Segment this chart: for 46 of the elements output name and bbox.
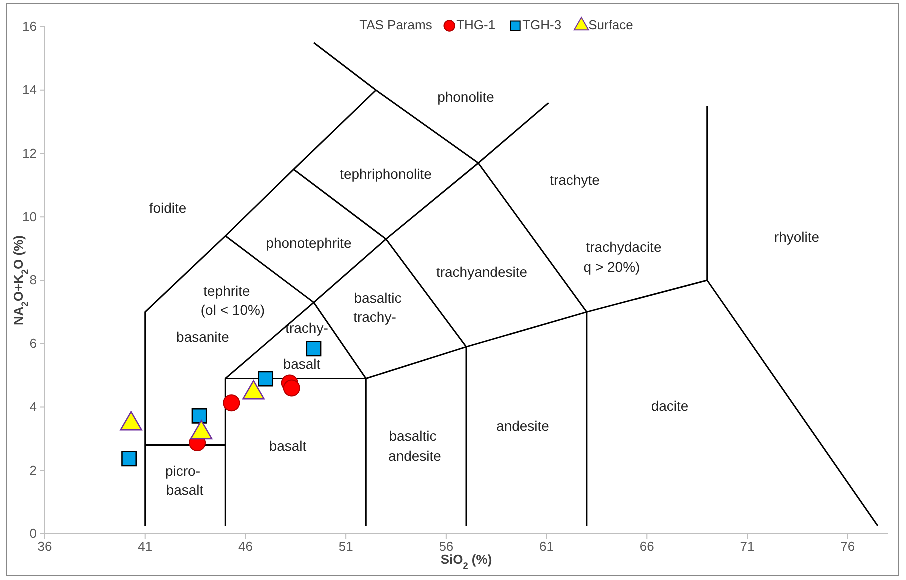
annotation: trachydacite — [586, 238, 662, 255]
annotation: basalt — [269, 438, 307, 454]
annotation: andesite — [388, 448, 442, 464]
legend-title: TAS Params — [360, 17, 433, 32]
x-tick-label: 61 — [540, 539, 554, 554]
annotation: basaltic — [354, 290, 402, 306]
annotation: phonolite — [438, 88, 495, 105]
x-tick-label: 41 — [138, 539, 153, 554]
annotation: picro- — [165, 462, 201, 479]
y-tick-label: 4 — [30, 399, 37, 414]
y-tick-label: 10 — [22, 209, 37, 224]
y-tick-label: 6 — [30, 336, 37, 352]
y-tick-label: 14 — [22, 82, 37, 98]
y-tick-label: 2 — [30, 462, 37, 478]
x-tick-label: 71 — [740, 539, 755, 554]
annotation: q > 20%) — [584, 258, 640, 275]
y-tick-label: 0 — [30, 526, 37, 542]
annotation: basalt — [166, 482, 204, 498]
annotation: phonotephrite — [266, 234, 352, 251]
annotation: trachyte — [550, 172, 600, 188]
y-tick-label: 12 — [22, 146, 37, 161]
annotation: basaltic — [389, 428, 437, 444]
y-tick-label: 16 — [22, 19, 37, 34]
annotation: dacite — [651, 398, 689, 414]
annotation: basalt — [283, 356, 321, 372]
annotation: rhyolite — [774, 228, 820, 245]
x-axis-title: SiO$_{2}$ (%) — [440, 552, 492, 571]
annotation: basanite — [176, 328, 230, 345]
x-tick-label: 46 — [238, 539, 253, 554]
annotation: (ol < 10%) — [200, 302, 266, 318]
legend-label: THG-1 — [456, 17, 496, 32]
annotation: trachy- — [354, 308, 397, 325]
annotation: andesite — [496, 418, 550, 434]
legend-label: TGH-3 — [522, 17, 562, 32]
x-tick-label: 51 — [338, 539, 354, 554]
annotation: tephrite — [204, 282, 251, 299]
x-tick-label: 66 — [640, 539, 654, 554]
annotation: trachy- — [286, 320, 329, 336]
x-tick-label: 76 — [840, 539, 856, 554]
annotation: foidite — [149, 200, 187, 216]
annotation: tephriphonolite — [340, 166, 432, 182]
legend-label: Surface — [588, 17, 634, 32]
y-tick-label: 8 — [30, 272, 37, 288]
annotation: trachyandesite — [436, 264, 528, 280]
x-tick-label: 36 — [38, 539, 52, 554]
x-tick-label: 56 — [439, 539, 454, 554]
